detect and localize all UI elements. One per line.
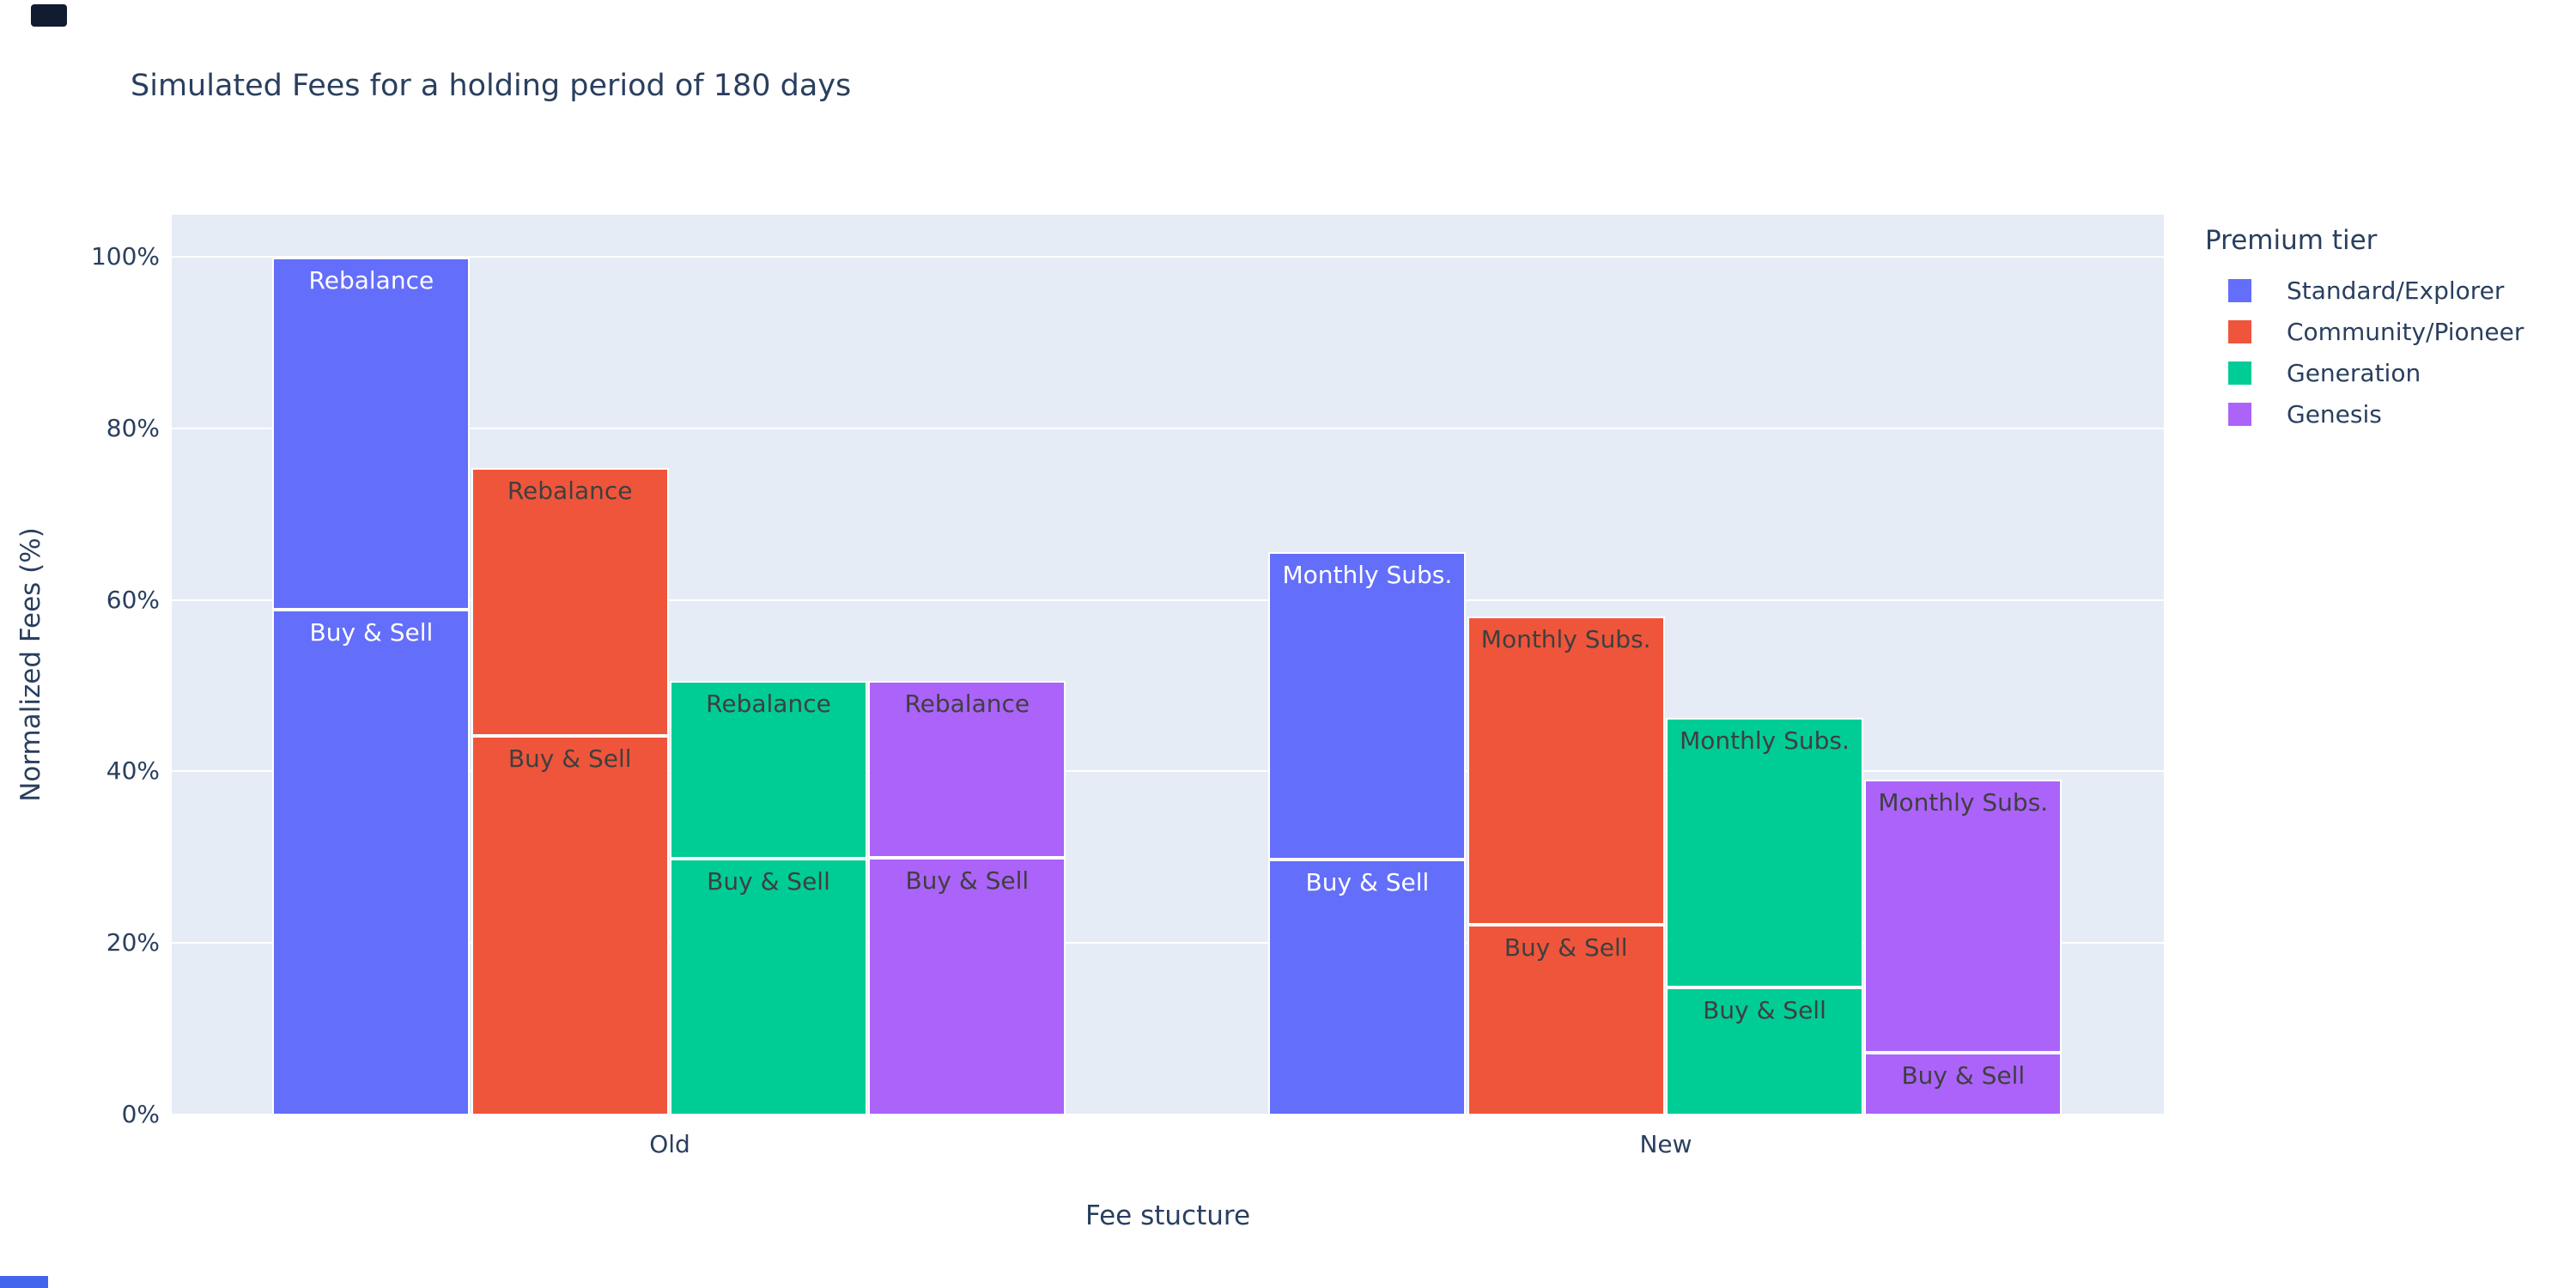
bar-segment-label: Buy & Sell	[309, 617, 434, 647]
x-tick-label-new: New	[1639, 1130, 1692, 1158]
legend-label: Genesis	[2287, 399, 2382, 428]
bar-segment-label: Buy & Sell	[507, 744, 632, 774]
legend-label: Generation	[2287, 358, 2421, 387]
bar-segment-new-standard-explorer-monthly-subs-: Monthly Subs.	[1268, 551, 1467, 860]
bar-segment-label: Monthly Subs.	[1282, 560, 1453, 589]
bar-segment-old-community-pioneer-rebalance: Rebalance	[471, 467, 669, 737]
bar-segment-new-community-pioneer-buy-sell: Buy & Sell	[1467, 925, 1665, 1115]
bar-segment-old-generation-buy-sell: Buy & Sell	[670, 859, 867, 1115]
gridline-0	[172, 1114, 2164, 1115]
legend-title: Premium tier	[2205, 225, 2378, 256]
legend-swatch-community-pioneer	[2228, 319, 2251, 343]
bar-segment-new-generation-monthly-subs-: Monthly Subs.	[1666, 718, 1863, 988]
bar-segment-old-community-pioneer-buy-sell: Buy & Sell	[471, 736, 669, 1115]
x-tick-label-old: Old	[649, 1130, 690, 1158]
legend-item-standard-explorer[interactable]: Standard/Explorer	[2205, 270, 2524, 311]
bar-segment-old-generation-rebalance: Rebalance	[670, 681, 867, 860]
bar-segment-old-genesis-buy-sell: Buy & Sell	[868, 858, 1066, 1115]
y-tick-label-40: 40%	[106, 756, 160, 786]
legend-swatch-generation	[2228, 361, 2251, 385]
y-tick-label-100: 100%	[90, 241, 160, 270]
bar-segment-label: Buy & Sell	[707, 867, 830, 896]
y-tick-label-80: 80%	[106, 413, 160, 442]
plot-area: Buy & Sell Rebalance Buy & Sell Monthly Sub…	[172, 215, 2164, 1115]
legend-swatch-standard-explorer	[2228, 278, 2251, 302]
legend: Premium tier Standard/Explorer Community…	[2205, 225, 2524, 434]
bar-segment-label: Monthly Subs.	[1480, 624, 1651, 653]
bar-segment-label: Rebalance	[904, 690, 1030, 719]
chart-title: Simulated Fees for a holding period of 1…	[131, 69, 852, 103]
legend-label: Community/Pioneer	[2287, 317, 2524, 346]
bar-segment-label: Rebalance	[706, 690, 831, 719]
gridline-40	[172, 770, 2164, 773]
bar-segment-label: Buy & Sell	[1703, 996, 1826, 1025]
gridline-100	[172, 255, 2164, 258]
bar-segment-label: Rebalance	[308, 265, 434, 295]
gridline-80	[172, 427, 2164, 429]
gridline-60	[172, 598, 2164, 601]
browser-ui-artifact	[0, 1276, 48, 1288]
bar-segment-label: Rebalance	[507, 476, 633, 505]
legend-item-genesis[interactable]: Genesis	[2205, 393, 2524, 434]
y-tick-label-60: 60%	[106, 585, 160, 614]
bar-segment-label: Buy & Sell	[905, 866, 1030, 896]
bar-segment-label: Buy & Sell	[1504, 933, 1628, 963]
bar-segment-new-generation-buy-sell: Buy & Sell	[1666, 987, 1863, 1115]
y-tick-label-20: 20%	[106, 928, 160, 957]
browser-ui-artifact	[31, 4, 67, 27]
legend-swatch-genesis	[2228, 402, 2251, 426]
bar-segment-new-genesis-monthly-subs-: Monthly Subs.	[1864, 780, 2063, 1054]
bar-segment-label: Buy & Sell	[1305, 868, 1430, 897]
x-axis-title: Fee stucture	[1084, 1200, 1251, 1231]
y-axis-title: Normalized Fees (%)	[15, 527, 46, 802]
bar-segment-label: Monthly Subs.	[1878, 788, 2049, 817]
bar-segment-label: Monthly Subs.	[1680, 726, 1850, 756]
bar-segment-new-genesis-buy-sell: Buy & Sell	[1864, 1053, 2063, 1115]
gridline-20	[172, 942, 2164, 945]
bar-segment-new-standard-explorer-buy-sell: Buy & Sell	[1268, 860, 1467, 1115]
legend-item-community-pioneer[interactable]: Community/Pioneer	[2205, 311, 2524, 352]
bar-segment-old-standard-explorer-buy-sell: Buy & Sell	[272, 609, 471, 1115]
bar-segment-new-community-pioneer-monthly-subs-: Monthly Subs.	[1467, 616, 1665, 926]
legend-label: Standard/Explorer	[2287, 276, 2505, 305]
bar-segment-old-genesis-rebalance: Rebalance	[868, 681, 1066, 859]
bar-segment-label: Buy & Sell	[1901, 1061, 2026, 1091]
y-tick-label-0: 0%	[121, 1100, 160, 1128]
bar-segment-old-standard-explorer-rebalance: Rebalance	[272, 257, 471, 610]
legend-item-generation[interactable]: Generation	[2205, 352, 2524, 393]
